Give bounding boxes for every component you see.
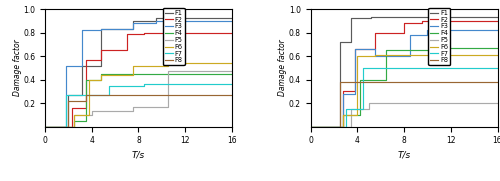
Legend: F1, F2, F3, F4, F5, F6, F7, F8: F1, F2, F3, F4, F5, F6, F7, F8 [163,8,185,66]
Title: (b) Rare earthqua$_{\rm ke}$: (b) Rare earthqua$_{\rm ke}$ [359,179,449,181]
X-axis label: T/s: T/s [132,151,145,160]
Legend: F1, F2, F3, F4, F5, F6, F7, F8: F1, F2, F3, F4, F5, F6, F7, F8 [428,8,450,66]
X-axis label: T/s: T/s [398,151,410,160]
Y-axis label: Damage factor: Damage factor [13,39,22,96]
Y-axis label: Damage factor: Damage factor [278,39,287,96]
